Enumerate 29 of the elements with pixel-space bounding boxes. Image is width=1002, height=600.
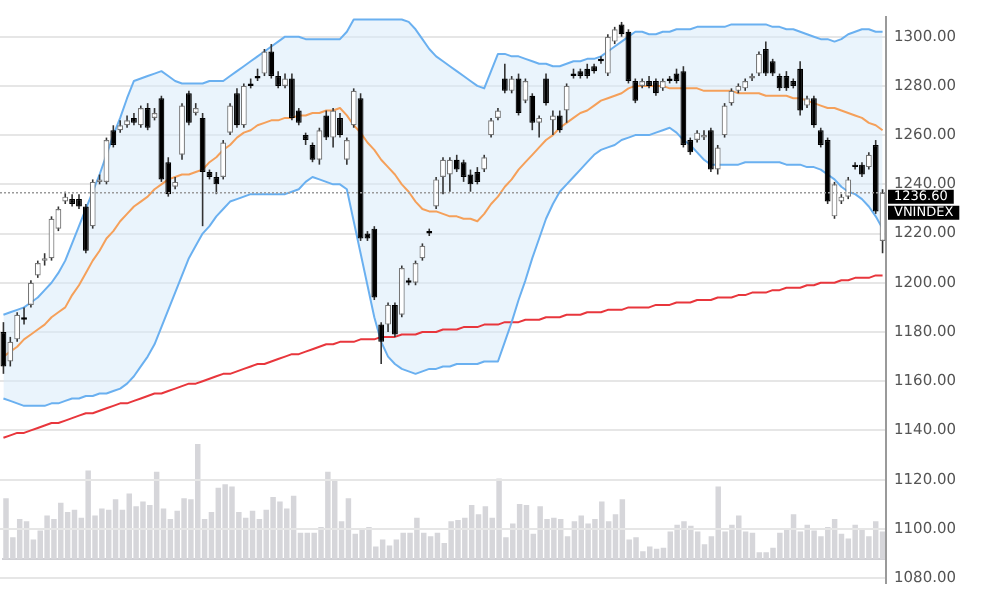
candlestick [330,107,337,149]
candlestick [392,301,398,338]
candlestick [810,94,817,129]
candlestick [179,102,185,161]
candlestick [446,156,453,193]
candlestick [27,279,34,309]
candlestick [460,158,467,183]
candlestick [110,124,117,149]
candlestick [337,112,343,139]
candlestick [543,72,549,107]
candlestick [797,60,804,117]
candlestick [14,311,21,343]
candlestick [756,50,762,77]
candlestick [412,259,419,287]
candlestick [385,301,391,333]
candlestick [762,40,769,77]
candlestick [536,114,543,139]
candlestick [707,126,714,173]
candlestick [488,117,494,139]
candlestick [137,104,144,129]
candlestick [343,136,350,166]
candlestick [144,102,151,131]
candlestick [240,82,247,129]
candlestick [234,87,240,129]
candlestick [288,72,295,122]
candlestick [309,141,316,163]
candlestick [220,139,227,181]
candlestick [604,33,611,77]
candlestick [501,62,508,95]
